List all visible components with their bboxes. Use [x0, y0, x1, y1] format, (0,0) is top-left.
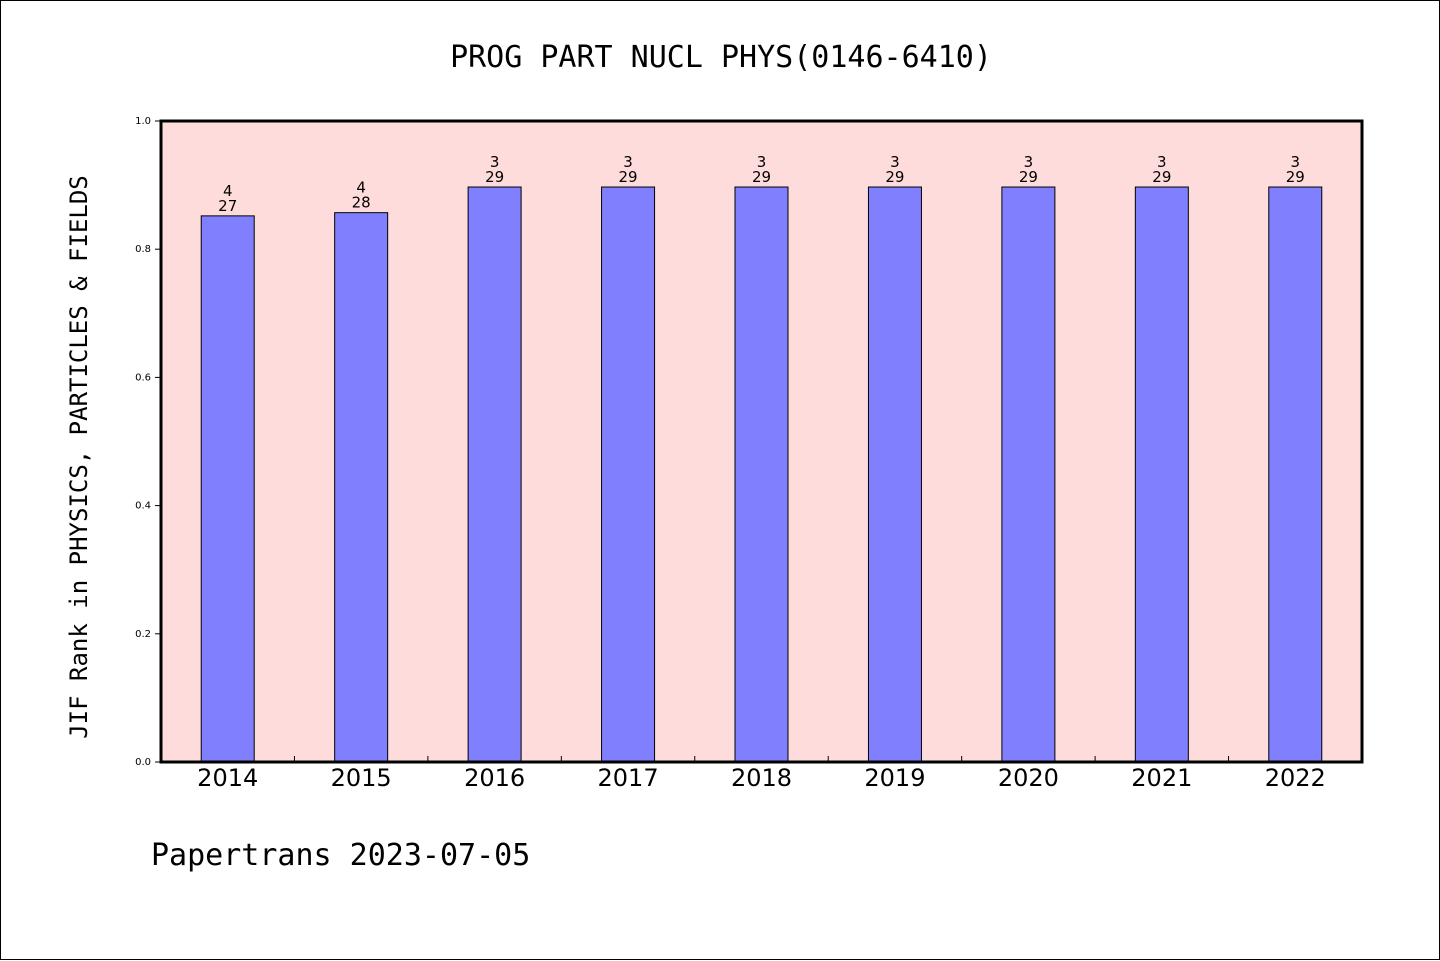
- rank-label: 4: [223, 182, 233, 200]
- x-tick-label: 2021: [1131, 764, 1192, 792]
- bar-2017: [601, 186, 656, 763]
- rank-label: 3: [1024, 153, 1034, 171]
- x-tick-label: 2017: [598, 764, 659, 792]
- bar-2016: [467, 186, 522, 763]
- total-label: 29: [1152, 168, 1171, 186]
- y-tick-label: 0.2: [135, 629, 151, 640]
- rank-label: 3: [1291, 153, 1301, 171]
- chart-title: PROG PART NUCL PHYS(0146-6410): [450, 40, 992, 75]
- x-tick-label: 2020: [998, 764, 1059, 792]
- rank-label: 3: [757, 153, 767, 171]
- total-label: 27: [218, 197, 237, 215]
- rank-label: 3: [1157, 153, 1167, 171]
- x-tick-label: 2022: [1265, 764, 1326, 792]
- total-label: 29: [1019, 168, 1038, 186]
- y-tick-label: 0.4: [135, 501, 151, 512]
- y-tick-label: 0.0: [135, 757, 151, 768]
- total-label: 29: [885, 168, 904, 186]
- x-tick-label: 2015: [331, 764, 392, 792]
- bar-2015: [334, 212, 389, 763]
- bar-2020: [1001, 186, 1056, 763]
- rank-label: 3: [623, 153, 633, 171]
- total-label: 29: [485, 168, 504, 186]
- data-labels-group: 2014427201542820163292017329201832920193…: [197, 153, 1326, 792]
- rank-label: 3: [490, 153, 500, 171]
- plot-border: [159, 119, 1364, 764]
- rank-label: 4: [356, 179, 366, 197]
- x-tick-label: 2016: [464, 764, 525, 792]
- total-label: 28: [352, 194, 371, 212]
- y-tick-label: 0.6: [135, 372, 151, 383]
- x-tick-label: 2018: [731, 764, 792, 792]
- x-tick-label: 2014: [197, 764, 258, 792]
- bars-group: [200, 186, 1323, 763]
- y-tick-label: 0.8: [135, 244, 151, 255]
- footer-text: Papertrans 2023-07-05: [151, 838, 530, 873]
- total-label: 29: [1286, 168, 1305, 186]
- total-label: 29: [619, 168, 638, 186]
- x-tick-label: 2019: [864, 764, 925, 792]
- bar-2021: [1134, 186, 1189, 763]
- bar-2018: [734, 186, 789, 763]
- bar-2014: [200, 215, 255, 763]
- bar-2022: [1268, 186, 1323, 763]
- y-tick-label: 1.0: [135, 116, 151, 127]
- y-axis-label: JIF Rank in PHYSICS, PARTICLES & FIELDS: [65, 175, 93, 739]
- total-label: 29: [752, 168, 771, 186]
- rank-label: 3: [890, 153, 900, 171]
- bar-2019: [867, 186, 922, 763]
